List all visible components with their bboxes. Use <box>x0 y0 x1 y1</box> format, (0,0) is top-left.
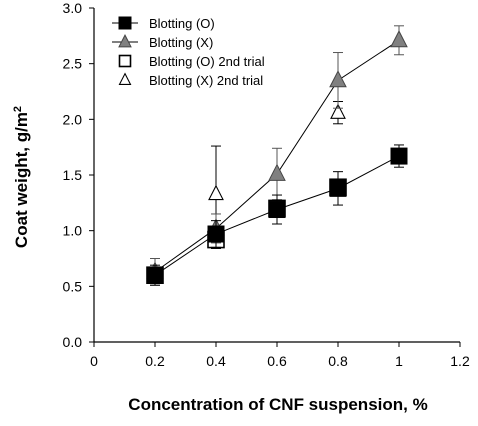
series-0-point <box>207 225 225 243</box>
legend-label: Blotting (O) <box>149 16 215 31</box>
legend-label: Blotting (O) 2nd trial <box>149 54 265 69</box>
x-tick-label: 0.2 <box>145 353 165 369</box>
series-1-point <box>390 29 408 48</box>
y-axis-title-superscript: 2 <box>12 106 24 112</box>
x-tick-label: 0.4 <box>206 353 226 369</box>
series-3-point <box>330 103 346 119</box>
legend-marker <box>118 34 132 48</box>
x-tick-label: 0 <box>90 353 98 369</box>
series-0-point <box>268 201 286 219</box>
series-1-point <box>329 70 347 88</box>
x-tick-label: 1 <box>395 353 403 369</box>
x-axis-title: Concentration of CNF suspension, % <box>128 395 427 414</box>
series-1-point <box>268 163 286 181</box>
x-tick-label: 0.6 <box>267 353 287 369</box>
y-tick-label: 3.0 <box>63 0 83 16</box>
legend: Blotting (O) Blotting (X) Blotting (O) 2nd… <box>112 16 265 88</box>
series-0-point <box>329 179 347 197</box>
legend-label: Blotting (X) 2nd trial <box>149 73 263 88</box>
y-tick-label: 0.0 <box>63 334 83 350</box>
legend-label: Blotting (X) <box>149 35 213 50</box>
y-axis-title-main: Coat weight, g/m <box>12 112 31 248</box>
series-0-point <box>146 266 164 284</box>
legend-marker <box>118 54 132 68</box>
x-tick-label: 0.8 <box>328 353 348 369</box>
y-tick-label: 0.5 <box>63 278 83 294</box>
y-tick-label: 1.0 <box>63 223 83 239</box>
legend-marker <box>118 16 132 30</box>
y-tick-label: 2.5 <box>63 56 83 72</box>
y-tick-label: 2.0 <box>63 111 83 127</box>
series-3-point <box>208 184 224 201</box>
y-axis-title: Coat weight, g/m2 <box>12 106 31 248</box>
legend-marker <box>118 72 132 85</box>
y-tick-label: 1.5 <box>63 167 83 183</box>
x-tick-label: 1.2 <box>450 353 470 369</box>
plot-area: 0 0.2 0.4 0.6 0.8 1 1.2 0.0 0.5 1.0 1.5 2.0 2.5 3.0 Bl… <box>63 0 470 369</box>
series-0-point <box>390 147 408 165</box>
